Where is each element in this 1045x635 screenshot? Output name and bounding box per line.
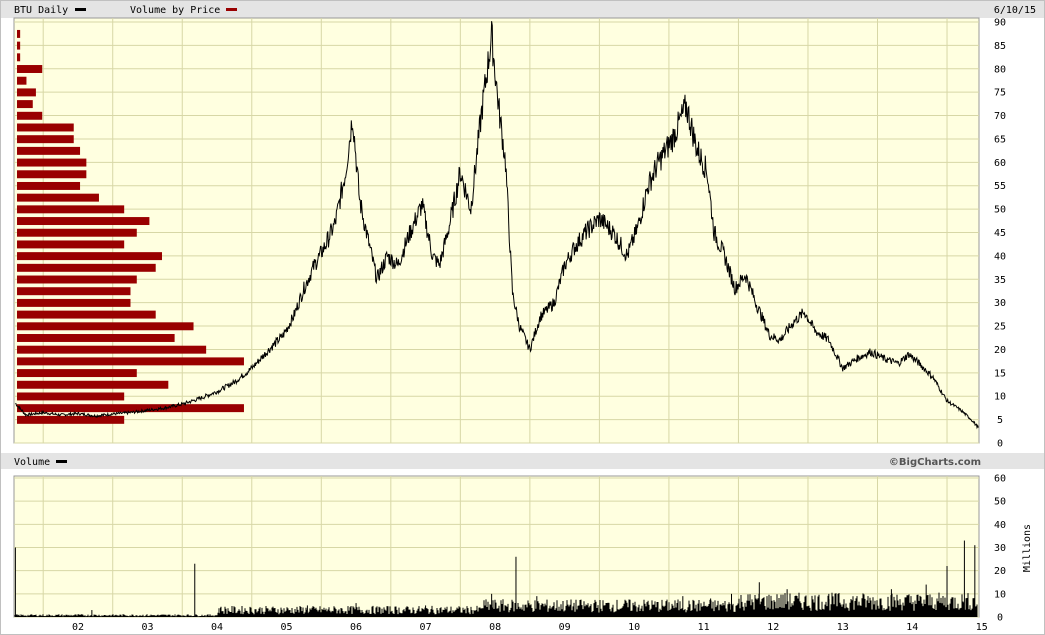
vbp-bar [17, 263, 156, 272]
vbp-bar [17, 146, 81, 155]
vbp-bar [17, 158, 87, 167]
vbp-bar [17, 100, 33, 109]
vbp-bar [17, 357, 244, 366]
vbp-bar [17, 228, 137, 237]
vbp-bar [17, 217, 150, 226]
vbp-bar [17, 240, 125, 249]
vbp-bar [17, 88, 36, 97]
x-tick-label: 03 [141, 622, 153, 633]
volume-plot-area [13, 475, 980, 618]
vbp-bar [17, 415, 125, 424]
volume-y-tick-label: 30 [994, 543, 1006, 554]
vbp-bar [17, 404, 244, 413]
volume-y-tick-label: 60 [994, 474, 1006, 485]
volume-y-axis: 0 10 20 30 40 50 60 [994, 474, 1006, 624]
vbp-bar [17, 252, 163, 261]
price-y-tick-label: 0 [997, 439, 1003, 450]
header-strip [1, 1, 1044, 18]
x-tick-label: 14 [906, 622, 918, 633]
price-y-axis: 0 5 10 15 20 25 30 35 40 45 50 55 60 65 70 75 80 85 90 [994, 18, 1006, 450]
x-tick-label: 10 [628, 622, 640, 633]
volume-y-tick-label: 10 [994, 589, 1006, 600]
vbp-bar [17, 111, 43, 120]
price-grid [14, 18, 979, 444]
volume-header-strip [1, 453, 1044, 469]
price-line-group [15, 21, 979, 430]
volume-y-tick-label: 40 [994, 520, 1006, 531]
vbp-bar [17, 76, 27, 85]
x-tick-label: 06 [350, 622, 362, 633]
price-y-tick-label: 15 [994, 368, 1006, 379]
symbol-label: BTU Daily [14, 5, 68, 16]
x-tick-label: 09 [559, 622, 571, 633]
vbp-bar [17, 41, 21, 50]
x-axis: 02 03 04 05 06 07 08 09 10 11 12 13 14 15 [72, 622, 988, 633]
bigcharts-brand: ©BigCharts.com [889, 457, 981, 468]
vbp-bar [17, 287, 131, 296]
price-y-tick-label: 75 [994, 88, 1006, 99]
price-series-line [15, 21, 979, 430]
volume-by-price-bars [17, 29, 244, 424]
vbp-label: Volume by Price [130, 5, 220, 16]
vbp-bar [17, 170, 87, 179]
x-tick-label: 07 [420, 622, 432, 633]
vbp-bar [17, 392, 125, 401]
vbp-bar [17, 298, 131, 307]
symbol-legend-swatch [75, 8, 86, 11]
vbp-bar [17, 322, 194, 331]
volume-y-tick-label: 50 [994, 497, 1006, 508]
price-plot-area [13, 17, 980, 444]
price-y-tick-label: 55 [994, 181, 1006, 192]
price-y-tick-label: 45 [994, 228, 1006, 239]
vbp-bar [17, 123, 74, 132]
x-tick-label: 11 [698, 622, 710, 633]
vbp-bar [17, 334, 175, 342]
price-y-tick-label: 85 [994, 41, 1006, 52]
vbp-bar [17, 65, 43, 73]
volume-y-tick-label: 20 [994, 566, 1006, 577]
vbp-bar [17, 275, 137, 284]
vbp-bar [17, 181, 81, 190]
price-y-tick-label: 5 [997, 415, 1003, 426]
price-y-tick-label: 80 [994, 64, 1006, 75]
x-tick-label: 12 [767, 622, 779, 633]
price-y-tick-label: 50 [994, 205, 1006, 216]
price-y-tick-label: 60 [994, 158, 1006, 169]
vbp-bar [17, 369, 137, 378]
vbp-bar [17, 380, 169, 389]
vbp-bar [17, 29, 21, 38]
price-y-tick-label: 30 [994, 298, 1006, 309]
vbp-bar [17, 53, 21, 62]
vbp-bar [17, 310, 156, 319]
x-tick-label: 05 [281, 622, 293, 633]
header-date: 6/10/15 [994, 5, 1036, 16]
vbp-bar [17, 205, 125, 214]
price-y-tick-label: 90 [994, 18, 1006, 29]
x-tick-label: 04 [211, 622, 223, 633]
price-y-tick-label: 65 [994, 134, 1006, 145]
price-y-tick-label: 35 [994, 275, 1006, 286]
price-y-tick-label: 40 [994, 251, 1006, 262]
volume-y-tick-label: 0 [997, 613, 1003, 624]
vbp-bar [17, 135, 74, 144]
x-tick-label: 02 [72, 622, 84, 633]
vbp-bar [17, 193, 99, 202]
volume-label: Volume [14, 457, 50, 468]
price-y-tick-label: 10 [994, 392, 1006, 403]
price-y-tick-label: 25 [994, 322, 1006, 333]
price-y-tick-label: 70 [994, 111, 1006, 122]
x-tick-label: 15 [976, 622, 988, 633]
x-tick-label: 13 [837, 622, 849, 633]
volume-legend-swatch [56, 460, 67, 463]
x-tick-label: 08 [489, 622, 501, 633]
vbp-legend-swatch [226, 8, 237, 11]
volume-unit-label: Millions [1022, 524, 1033, 572]
volume-bars [14, 540, 978, 617]
vbp-bar [17, 345, 207, 354]
price-y-tick-label: 20 [994, 345, 1006, 356]
